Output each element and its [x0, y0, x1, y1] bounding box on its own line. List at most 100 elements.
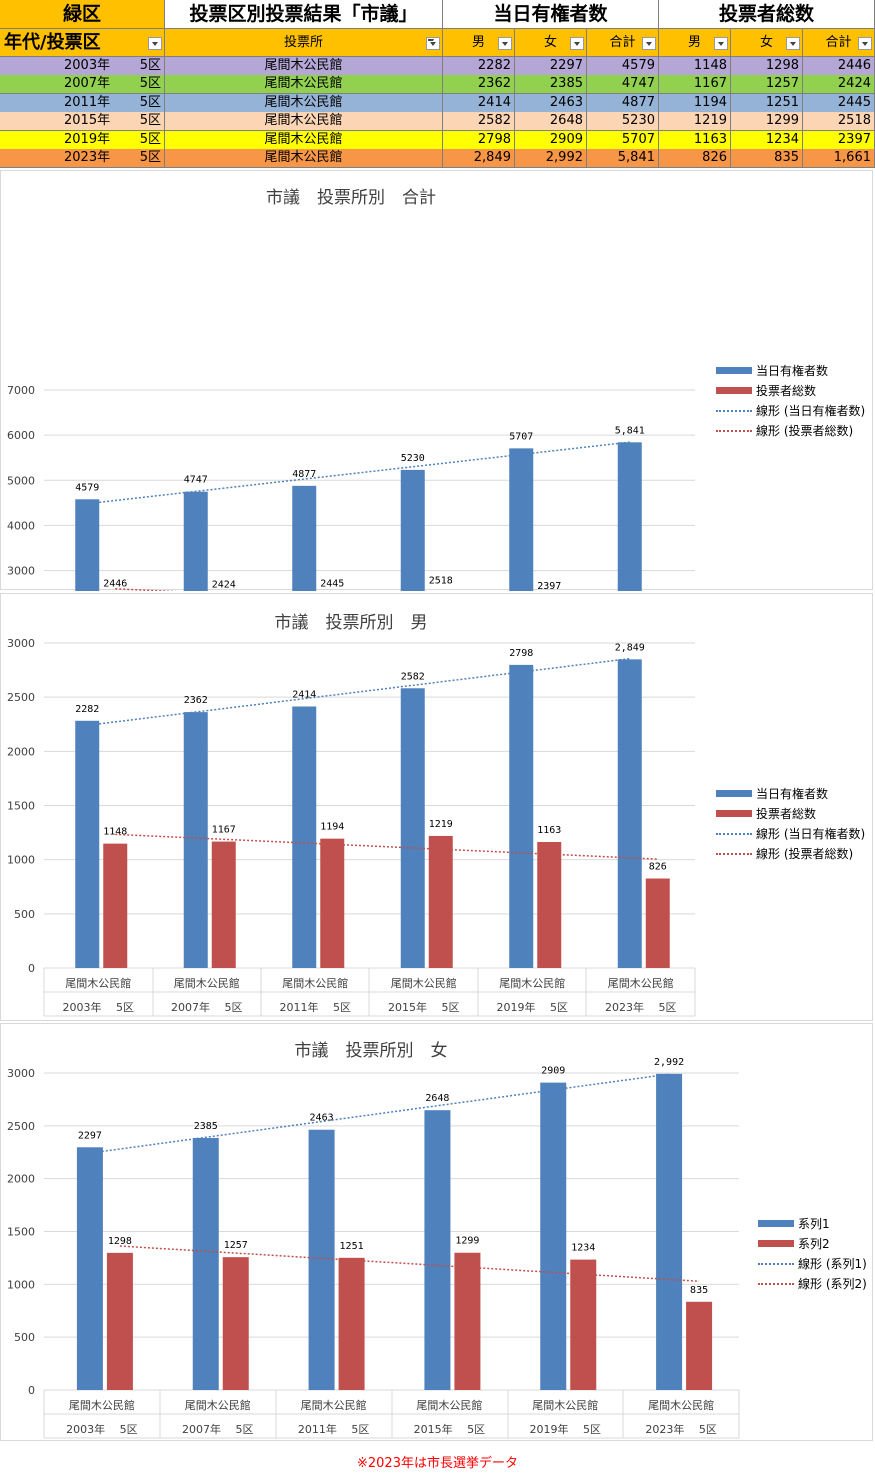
legend-trendline-blue: [716, 410, 752, 412]
cell-number[interactable]: 2385: [515, 75, 587, 95]
cell-number[interactable]: 1167: [659, 75, 731, 95]
data-label: 2414: [292, 689, 316, 700]
cell-number[interactable]: 1219: [659, 112, 731, 132]
cell-number[interactable]: 2648: [515, 112, 587, 132]
cell-number[interactable]: 2424: [803, 75, 875, 95]
bar-red: [537, 842, 562, 968]
group-header-voters[interactable]: 投票者総数: [659, 0, 875, 29]
cell-number[interactable]: 1257: [731, 75, 803, 95]
cell-number[interactable]: 4877: [587, 93, 659, 113]
column-header-eligible-female[interactable]: 女: [515, 29, 587, 57]
cell-number[interactable]: 1163: [659, 130, 731, 150]
filter-dropdown-icon[interactable]: [642, 37, 656, 50]
cell-number[interactable]: 1298: [731, 57, 803, 76]
cell-number[interactable]: 2282: [443, 57, 515, 76]
data-label: 2424: [212, 580, 236, 591]
cell-number[interactable]: 2,992: [515, 149, 587, 168]
column-header-voters-male[interactable]: 男: [659, 29, 731, 57]
data-label: 1298: [108, 1236, 132, 1247]
cell-number[interactable]: 2445: [803, 93, 875, 113]
cell-number[interactable]: 1194: [659, 93, 731, 113]
cell-year[interactable]: 2015年 5区: [0, 112, 165, 132]
cell-place[interactable]: 尾間木公民館: [165, 75, 443, 95]
chart-panel-male[interactable]: 市議 投票所別 男 0 500 1000 1500 2000 2500 3000 2282 23…: [0, 593, 873, 1021]
trendline: [115, 833, 658, 860]
column-header-year[interactable]: 年代/投票区: [0, 29, 165, 57]
cell-number[interactable]: 2909: [515, 130, 587, 150]
filter-dropdown-icon[interactable]: [858, 37, 872, 50]
y-tick-label: 500: [14, 1331, 35, 1344]
legend-item: 当日有権者数: [716, 361, 865, 381]
cell-number[interactable]: 5,841: [587, 149, 659, 168]
chart-panel-female[interactable]: 市議 投票所別 女 0 500 1000 1500 2000 2500 3000 2297 23…: [0, 1023, 873, 1441]
cell-number[interactable]: 4579: [587, 57, 659, 76]
cell-place[interactable]: 尾間木公民館: [165, 149, 443, 168]
x-group-label: 2019年 5区: [497, 1000, 569, 1014]
cell-number[interactable]: 1,661: [803, 149, 875, 168]
group-header-eligible[interactable]: 当日有権者数: [443, 0, 659, 29]
column-header-label: 合計: [609, 35, 636, 50]
cell-place[interactable]: 尾間木公民館: [165, 57, 443, 76]
trendline: [87, 441, 630, 505]
data-label: 2,849: [615, 642, 645, 653]
column-header-eligible-total[interactable]: 合計: [587, 29, 659, 57]
y-tick-label: 1000: [7, 1278, 35, 1291]
filter-dropdown-icon[interactable]: [570, 37, 584, 50]
column-header-place[interactable]: 投票所: [165, 29, 443, 57]
bar-red: [454, 1252, 481, 1390]
filter-dropdown-icon[interactable]: [498, 37, 512, 50]
legend-label: 投票者総数: [756, 807, 817, 821]
filter-active-icon[interactable]: [426, 37, 440, 50]
cell-number[interactable]: 1148: [659, 57, 731, 76]
cell-place[interactable]: 尾間木公民館: [165, 93, 443, 113]
chart-legend: 当日有権者数 投票者総数 線形 (当日有権者数) 線形 (投票者総数): [716, 784, 865, 864]
data-label: 2385: [194, 1121, 218, 1132]
cell-number[interactable]: 2414: [443, 93, 515, 113]
cell-number[interactable]: 2446: [803, 57, 875, 76]
legend-item: 線形 (投票者総数): [716, 844, 865, 864]
legend-item: 線形 (当日有権者数): [716, 401, 865, 421]
filter-dropdown-icon[interactable]: [786, 37, 800, 50]
cell-number[interactable]: 2463: [515, 93, 587, 113]
cell-number[interactable]: 2297: [515, 57, 587, 76]
cell-year[interactable]: 2023年 5区: [0, 149, 165, 168]
cell-number[interactable]: 2518: [803, 112, 875, 132]
filter-dropdown-icon[interactable]: [148, 37, 162, 50]
legend-item: 系列2: [758, 1234, 867, 1254]
cell-place[interactable]: 尾間木公民館: [165, 112, 443, 132]
cell-year[interactable]: 2007年 5区: [0, 75, 165, 95]
column-header-voters-total[interactable]: 合計: [803, 29, 875, 57]
cell-year[interactable]: 2019年 5区: [0, 130, 165, 150]
cell-number[interactable]: 1299: [731, 112, 803, 132]
area-title[interactable]: 緑区: [0, 0, 165, 29]
cell-number[interactable]: 826: [659, 149, 731, 168]
data-label: 2445: [320, 579, 344, 590]
cell-number[interactable]: 1234: [731, 130, 803, 150]
cell-year[interactable]: 2011年 5区: [0, 93, 165, 113]
x-category-label: 尾間木公民館: [301, 1398, 367, 1412]
cell-number[interactable]: 835: [731, 149, 803, 168]
bar-blue: [183, 712, 208, 968]
column-header-voters-female[interactable]: 女: [731, 29, 803, 57]
cell-place[interactable]: 尾間木公民館: [165, 130, 443, 150]
cell-number[interactable]: 4747: [587, 75, 659, 95]
cell-number[interactable]: 1251: [731, 93, 803, 113]
sheet-title[interactable]: 投票区別投票結果「市議」: [165, 0, 443, 29]
filter-dropdown-icon[interactable]: [714, 37, 728, 50]
cell-year-text: 2015年: [64, 113, 111, 129]
cell-number[interactable]: 2362: [443, 75, 515, 95]
cell-number[interactable]: 2,849: [443, 149, 515, 168]
cell-number[interactable]: 5707: [587, 130, 659, 150]
data-label: 826: [649, 862, 667, 873]
cell-number[interactable]: 2397: [803, 130, 875, 150]
data-label: 2518: [429, 575, 453, 586]
data-label: 1257: [224, 1240, 248, 1251]
column-header-eligible-male[interactable]: 男: [443, 29, 515, 57]
cell-number[interactable]: 2582: [443, 112, 515, 132]
cell-year[interactable]: 2003年 5区: [0, 57, 165, 76]
trendline: [87, 657, 630, 727]
bar-blue: [424, 1110, 451, 1390]
chart-panel-total[interactable]: 市議 投票所別 合計 01000200030004000500060007000…: [0, 170, 873, 591]
cell-number[interactable]: 2798: [443, 130, 515, 150]
cell-number[interactable]: 5230: [587, 112, 659, 132]
